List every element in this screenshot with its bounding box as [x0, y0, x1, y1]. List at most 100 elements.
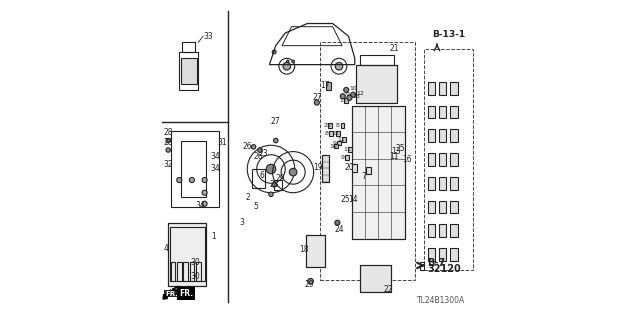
Text: 17: 17: [321, 81, 330, 90]
Text: 13: 13: [391, 147, 401, 156]
Text: 33: 33: [203, 32, 212, 41]
Bar: [346, 155, 349, 160]
Circle shape: [177, 178, 182, 182]
Bar: [438, 82, 447, 95]
Bar: [336, 131, 340, 136]
Bar: [172, 131, 219, 207]
Bar: [170, 227, 205, 281]
Bar: [438, 130, 447, 142]
Bar: [428, 130, 435, 142]
Circle shape: [166, 138, 170, 143]
Bar: [171, 262, 175, 281]
Bar: [321, 155, 330, 182]
Circle shape: [289, 168, 297, 176]
Text: 32120: 32120: [427, 263, 461, 274]
Bar: [351, 164, 357, 172]
Bar: [366, 167, 371, 174]
Text: 34: 34: [195, 201, 205, 210]
Text: 19: 19: [314, 163, 323, 172]
Text: 9: 9: [333, 141, 337, 145]
Circle shape: [335, 63, 343, 70]
Text: 18: 18: [300, 245, 309, 254]
Bar: [450, 224, 458, 237]
Bar: [450, 82, 458, 95]
Bar: [182, 42, 195, 52]
Text: 27: 27: [312, 93, 322, 102]
Text: 8: 8: [324, 131, 328, 136]
Circle shape: [272, 182, 276, 187]
Text: 5: 5: [253, 203, 259, 211]
Bar: [428, 153, 435, 166]
Bar: [274, 180, 282, 189]
Text: 28: 28: [269, 180, 279, 189]
Text: 9: 9: [340, 155, 344, 160]
Circle shape: [166, 148, 170, 152]
Bar: [337, 141, 341, 145]
Text: TL24B1300A: TL24B1300A: [417, 296, 465, 305]
Text: 28: 28: [163, 128, 173, 137]
Text: 29: 29: [305, 280, 314, 289]
Bar: [168, 223, 206, 286]
Bar: [438, 248, 447, 261]
Bar: [342, 137, 346, 142]
Circle shape: [269, 192, 273, 197]
Bar: [334, 144, 338, 148]
Text: 1: 1: [211, 233, 216, 241]
Bar: [428, 224, 435, 237]
Text: 30: 30: [190, 272, 200, 281]
Bar: [181, 58, 196, 84]
Circle shape: [351, 92, 356, 97]
Text: FR.: FR.: [165, 291, 178, 297]
Text: B-13-1: B-13-1: [432, 30, 465, 39]
Bar: [356, 65, 397, 103]
Text: 22: 22: [383, 285, 393, 294]
Bar: [450, 153, 458, 166]
Bar: [344, 98, 348, 103]
Circle shape: [272, 50, 276, 54]
Bar: [179, 52, 198, 90]
Circle shape: [258, 148, 262, 152]
Text: 2: 2: [246, 193, 250, 202]
Bar: [177, 262, 182, 281]
Bar: [328, 123, 332, 128]
Text: 3: 3: [239, 218, 244, 227]
Bar: [428, 201, 435, 213]
Bar: [340, 123, 344, 128]
Text: 21: 21: [390, 44, 399, 53]
Bar: [321, 155, 330, 182]
Text: 14: 14: [348, 195, 358, 204]
Text: 6: 6: [260, 171, 265, 180]
Circle shape: [287, 60, 289, 63]
Text: 25: 25: [323, 123, 331, 128]
Bar: [184, 262, 188, 281]
Circle shape: [347, 95, 352, 100]
Bar: [320, 42, 415, 280]
Text: 11: 11: [340, 99, 348, 103]
Circle shape: [340, 94, 346, 99]
Text: 29: 29: [276, 174, 285, 183]
Text: 15: 15: [331, 131, 339, 136]
Bar: [438, 201, 447, 213]
Bar: [428, 82, 435, 95]
Bar: [438, 153, 447, 166]
Bar: [450, 248, 458, 261]
Bar: [424, 49, 474, 270]
Circle shape: [202, 201, 207, 206]
Text: 25: 25: [396, 144, 406, 153]
Text: 11: 11: [344, 147, 351, 152]
Circle shape: [344, 87, 349, 93]
Circle shape: [335, 220, 340, 225]
Bar: [252, 169, 265, 188]
Text: 10: 10: [349, 86, 357, 91]
Bar: [360, 55, 394, 65]
Bar: [450, 130, 458, 142]
Circle shape: [202, 178, 207, 182]
Bar: [348, 147, 352, 152]
Text: 11: 11: [337, 137, 345, 142]
Circle shape: [314, 100, 319, 105]
Bar: [450, 106, 458, 118]
Bar: [428, 248, 435, 261]
Text: 11: 11: [390, 152, 399, 161]
Bar: [428, 106, 435, 118]
Text: FR.: FR.: [179, 289, 193, 298]
